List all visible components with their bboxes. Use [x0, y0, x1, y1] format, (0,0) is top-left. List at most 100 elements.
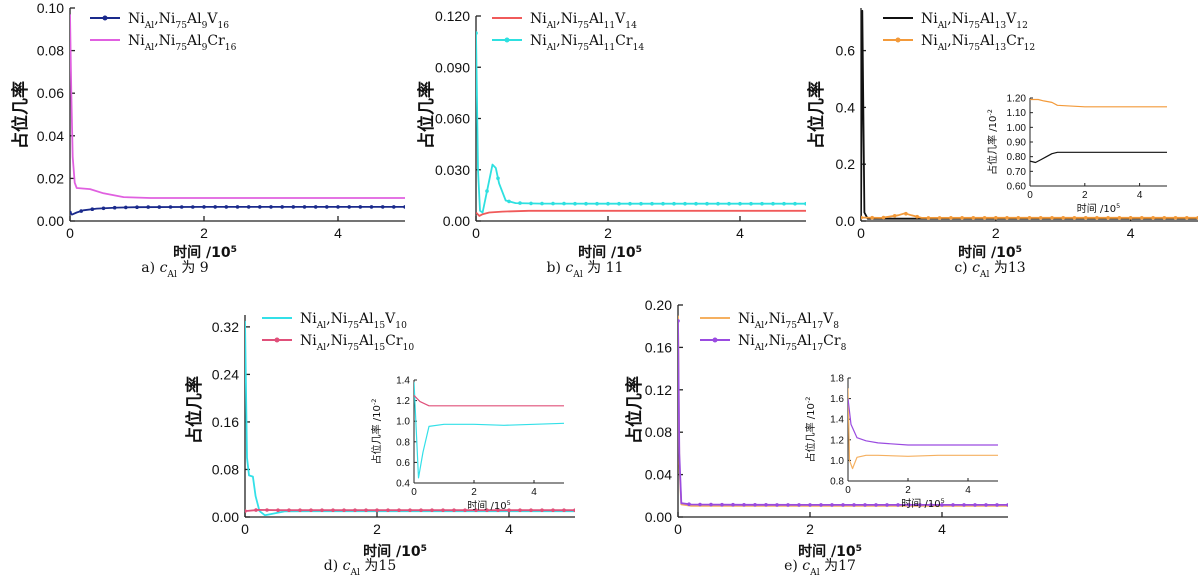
y-tick-label: 0.08 — [37, 43, 64, 59]
series-line-2-marker — [698, 502, 702, 507]
series-line-2-marker — [562, 201, 566, 206]
x-axis-label: 时间 /105 — [798, 543, 862, 560]
legend-label: NiAl,Ni75Al13Cr12 — [921, 33, 1035, 53]
series-line-2-marker — [918, 503, 922, 507]
y-tick-label: 0.06 — [37, 85, 64, 101]
x-tick-label: 0 — [472, 225, 480, 241]
y-tick-label: 0.12 — [645, 382, 672, 398]
series-line-2-marker — [573, 508, 575, 512]
series-line-1-marker — [380, 205, 385, 209]
series-line-2-marker — [819, 503, 823, 507]
legend-marker — [504, 37, 510, 43]
series-line-2-marker — [793, 201, 797, 206]
series-line-1-marker — [202, 205, 206, 209]
series-line-2-marker — [397, 508, 401, 512]
inset-y-tick-label: 1.2 — [830, 435, 844, 446]
y-tick-label: 0.4 — [836, 99, 856, 115]
series-line-2-marker — [1185, 216, 1189, 220]
series-line-2-marker — [753, 503, 757, 507]
x-tick-label: 0 — [241, 521, 249, 537]
series-line-2-marker — [885, 503, 889, 507]
x-tick-label: 4 — [736, 225, 744, 241]
panel-caption: e) cAl 为17 — [784, 558, 856, 578]
series-line-2-marker — [1083, 216, 1088, 220]
x-axis-label: 时间 /105 — [578, 244, 642, 261]
y-tick-label: 0.10 — [37, 0, 64, 16]
series-line-2-marker — [870, 215, 874, 220]
inset-chart: 0.4 0.6 0.8 1.0 1.2 1.4 0 2 4 占位几率 /10-2 时间 /105 — [370, 376, 564, 512]
x-axis-label: 时间 /105 — [363, 543, 427, 560]
series-line-2-marker — [896, 503, 900, 507]
y-tick-label: 0.00 — [37, 213, 64, 229]
inset-series-group — [414, 382, 564, 479]
series-line-2-marker — [678, 319, 680, 323]
series-line-2-marker — [940, 503, 944, 507]
series-line-1-marker — [168, 205, 173, 209]
inset-series-line-2 — [848, 398, 998, 446]
x-tick-label: 2 — [200, 225, 208, 241]
y-tick-label: 0.030 — [435, 162, 470, 178]
series-line-2-marker — [973, 503, 977, 507]
series-line-2-marker — [962, 503, 966, 507]
series-line-2-marker — [298, 508, 302, 512]
series-line-2-marker — [874, 503, 878, 507]
series-line-2-marker — [463, 508, 467, 512]
series-line-1-marker — [124, 205, 128, 210]
series-line-1-marker — [224, 205, 229, 209]
series-line-2-marker — [926, 216, 931, 220]
series-line-2-marker — [937, 216, 942, 220]
inset-y-tick-label: 1.8 — [830, 374, 844, 385]
legend-label: NiAl,Ni75Al15V10 — [300, 311, 407, 331]
series-line-2-marker — [738, 201, 742, 206]
series-line-1-marker — [157, 205, 162, 209]
series-line-1-marker — [347, 205, 352, 209]
series-line-2-marker — [419, 508, 423, 512]
y-tick-label: 0.08 — [645, 424, 672, 440]
series-line-2-marker — [709, 502, 713, 507]
series-line-2-marker — [441, 508, 445, 512]
series-line-2-marker — [476, 31, 478, 35]
legend-label: NiAl,Ni75Al13V12 — [921, 11, 1028, 31]
series-line-1-marker — [258, 205, 262, 209]
legend-marker — [102, 15, 108, 21]
inset-x-axis-label: 时间 /105 — [467, 499, 510, 512]
series-line-2-marker — [907, 503, 911, 507]
y-tick-label: 0.04 — [645, 467, 672, 483]
legend-label: NiAl,Ni75Al17Cr8 — [738, 333, 847, 353]
legend-label: NiAl,Ni75Al9V16 — [128, 11, 229, 31]
series-line-2-marker — [474, 508, 478, 512]
inset-y-tick-label: 0.90 — [1007, 138, 1027, 149]
y-tick-label: 0.16 — [212, 414, 239, 430]
series-line-2-marker — [320, 508, 324, 512]
series-line-2-marker — [364, 508, 368, 512]
series-line-2-marker — [518, 508, 522, 512]
series-line-2-marker — [496, 176, 500, 181]
series-line-2-marker — [507, 508, 511, 512]
y-axis-label: 占位几率 — [806, 81, 827, 149]
series-line-1-marker — [280, 205, 285, 209]
y-axis-label: 占位几率 — [416, 81, 437, 149]
series-line-2-marker — [661, 201, 665, 206]
series-line-2-marker — [540, 508, 544, 512]
inset-series-line-1 — [414, 382, 564, 479]
series-line-1-marker — [135, 205, 139, 209]
x-tick-label: 2 — [604, 225, 612, 241]
series-line-2-marker — [1095, 216, 1099, 220]
series-line-2-marker — [742, 503, 746, 507]
series-line-1-marker — [291, 205, 296, 209]
inset-x-tick-label: 0 — [411, 487, 417, 498]
inset-chart: 0.8 1.0 1.2 1.4 1.6 1.8 0 2 4 占位几率 /10-2 时间 /105 — [804, 374, 998, 510]
series-line-2-marker — [650, 201, 654, 206]
series-line-2-marker — [764, 503, 768, 507]
inset-x-tick-label: 4 — [531, 487, 537, 498]
series-line-2-marker — [683, 201, 687, 206]
series-line-2-marker — [687, 502, 691, 507]
series-line-1-marker — [369, 205, 374, 209]
series-line-2-marker — [628, 201, 632, 206]
inset-x-tick-label: 2 — [1082, 190, 1088, 201]
y-axis-label: 占位几率 — [10, 81, 31, 149]
series-line-2-marker — [386, 508, 390, 512]
inset-y-axis-label: 占位几率 /10-2 — [370, 399, 383, 465]
